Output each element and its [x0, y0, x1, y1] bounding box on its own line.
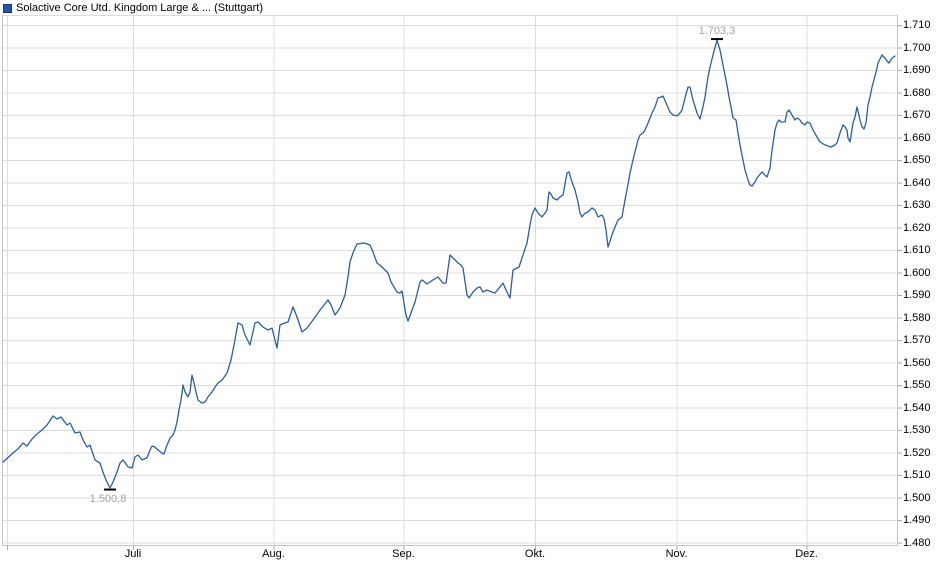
y-axis-label: 1.690 [903, 64, 931, 76]
y-axis-label: 1.700 [903, 41, 931, 54]
y-axis-label: 1.610 [903, 244, 931, 256]
price-line [2, 39, 896, 489]
x-axis-label: Aug. [262, 548, 285, 560]
x-axis-label: Okt. [524, 548, 546, 560]
x-axis-label: Sep. [392, 548, 415, 560]
legend-marker-icon [3, 3, 12, 13]
y-axis-label: 1.600 [903, 266, 931, 279]
y-axis-label: 1.480 [903, 536, 931, 549]
y-axis-label: 1.510 [903, 469, 931, 481]
y-axis-label: 1.490 [903, 514, 931, 526]
y-axis-label: 1.550 [903, 379, 931, 391]
y-axis-label: 1.530 [903, 424, 931, 436]
y-axis-label: 1.580 [903, 311, 931, 324]
y-axis-label: 1.630 [903, 199, 931, 211]
legend: Solactive Core Utd. Kingdom Large & ... … [3, 2, 263, 14]
y-axis-label: 1.640 [903, 176, 931, 189]
y-axis-label: 1.570 [903, 334, 931, 346]
y-axis-label: 1.620 [903, 221, 931, 234]
high-annotation: 1.703,3 [698, 25, 736, 38]
y-axis-label: 1.680 [903, 86, 931, 99]
y-axis-label: 1.650 [903, 154, 931, 166]
y-axis-label: 1.590 [903, 289, 931, 301]
y-axis-label: 1.500 [903, 491, 931, 504]
y-axis-label: 1.520 [903, 446, 931, 459]
x-axis-label: Dez. [795, 548, 818, 560]
low-annotation: 1.500,8 [89, 493, 127, 506]
x-axis-label: Juli [124, 548, 142, 560]
y-axis-label: 1.560 [903, 356, 931, 369]
x-axis-label: Nov. [665, 548, 688, 560]
y-axis-label: 1.660 [903, 131, 931, 144]
y-axis-label: 1.540 [903, 401, 931, 414]
y-axis-label: 1.710 [903, 19, 931, 31]
y-axis-label: 1.670 [903, 109, 931, 121]
chart-title: Solactive Core Utd. Kingdom Large & ... … [16, 2, 264, 14]
